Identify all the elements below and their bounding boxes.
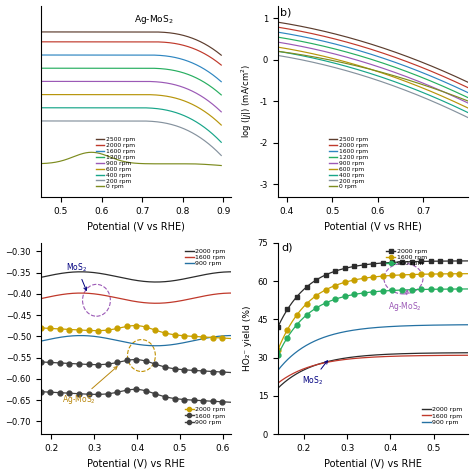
Text: b): b) bbox=[280, 8, 292, 18]
X-axis label: Potential (V) vs RHE: Potential (V) vs RHE bbox=[87, 458, 185, 468]
Legend: 2000 rpm, 1600 rpm, 900 rpm: 2000 rpm, 1600 rpm, 900 rpm bbox=[182, 405, 228, 427]
Text: d): d) bbox=[281, 243, 293, 253]
Text: MoS$_2$: MoS$_2$ bbox=[301, 361, 328, 387]
X-axis label: Potential (V vs RHE): Potential (V vs RHE) bbox=[324, 221, 422, 231]
Y-axis label: HO₂⁻ yield (%): HO₂⁻ yield (%) bbox=[243, 306, 252, 371]
X-axis label: Potential (V vs RHE): Potential (V vs RHE) bbox=[87, 221, 185, 231]
Text: Ag-MoS$_2$: Ag-MoS$_2$ bbox=[388, 290, 422, 313]
Text: MoS$_2$: MoS$_2$ bbox=[66, 262, 88, 291]
Legend: 2000 rpm, 1600 rpm, 900 rpm: 2000 rpm, 1600 rpm, 900 rpm bbox=[419, 405, 465, 427]
Legend: 2500 rpm, 2000 rpm, 1600 rpm, 1200 rpm, 900 rpm, 600 rpm, 400 rpm, 200 rpm, 0 rp: 2500 rpm, 2000 rpm, 1600 rpm, 1200 rpm, … bbox=[328, 137, 369, 190]
Y-axis label: log ($|j|$) (mA/cm$^2$): log ($|j|$) (mA/cm$^2$) bbox=[240, 64, 254, 138]
X-axis label: Potential (V) vs RHE: Potential (V) vs RHE bbox=[324, 458, 422, 468]
Text: Ag-MoS$_2$: Ag-MoS$_2$ bbox=[62, 366, 117, 406]
Legend: 2500 rpm, 2000 rpm, 1600 rpm, 1200 rpm, 900 rpm, 600 rpm, 400 rpm, 200 rpm, 0 rp: 2500 rpm, 2000 rpm, 1600 rpm, 1200 rpm, … bbox=[95, 137, 136, 190]
Text: Ag-MoS$_2$: Ag-MoS$_2$ bbox=[134, 13, 173, 26]
